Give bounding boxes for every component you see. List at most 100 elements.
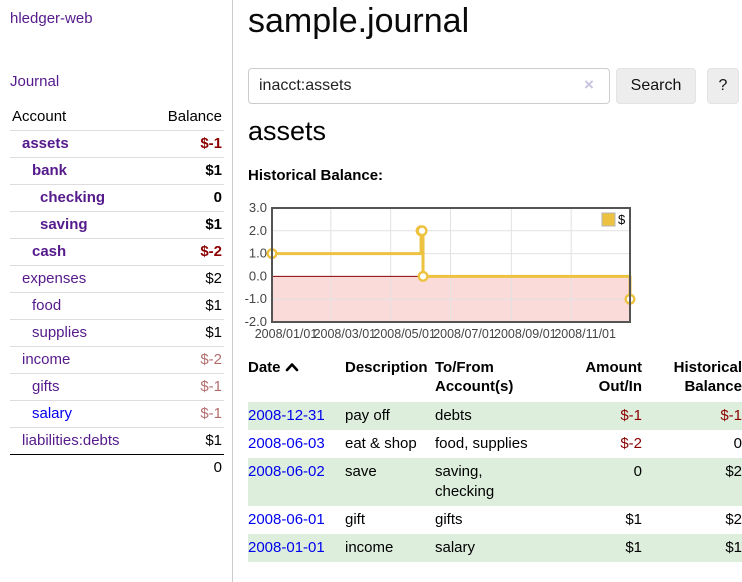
- transaction-balance: $2: [642, 458, 742, 506]
- accounts-total-row: 0: [10, 455, 224, 482]
- amount-header-line1: Amount: [585, 359, 642, 376]
- account-row-liabilities-debts: liabilities:debts $1: [10, 427, 224, 455]
- transaction-row: 2008-12-31 pay off debts $-1 $-1: [248, 402, 742, 430]
- account-row-cash: cash $-2: [10, 238, 224, 266]
- account-row-bank: bank $1: [10, 157, 224, 185]
- transaction-date-link[interactable]: 2008-06-03: [248, 435, 325, 452]
- sort-ascending-icon: [285, 358, 299, 377]
- date-column-header[interactable]: Date: [248, 358, 345, 402]
- description-column-header: Description: [345, 359, 428, 376]
- transaction-amount: $1: [625, 511, 642, 528]
- transaction-description: pay off: [345, 402, 435, 430]
- transactions-header-row: Date Description To/From Account(s) Amou…: [248, 358, 742, 402]
- historical-header-line2: Balance: [684, 378, 742, 395]
- y-axis-tick-label: 2.0: [249, 223, 267, 238]
- transaction-balance: $2: [725, 511, 742, 528]
- transaction-date-link[interactable]: 2008-12-31: [248, 407, 325, 424]
- account-balance: $1: [149, 319, 224, 347]
- account-link-saving[interactable]: saving: [40, 216, 88, 233]
- search-button[interactable]: Search: [616, 68, 696, 104]
- main-content: sample.journal × Search ? assets Histori…: [245, 0, 742, 582]
- y-axis-tick-label: 1.0: [249, 246, 267, 261]
- account-row-checking: checking 0: [10, 184, 224, 212]
- account-link-expenses[interactable]: expenses: [22, 270, 87, 287]
- transaction-amount: $-2: [620, 435, 642, 452]
- transaction-accounts: debts: [435, 402, 560, 430]
- account-link-food[interactable]: food: [32, 297, 62, 314]
- clear-search-icon[interactable]: ×: [584, 75, 594, 94]
- date-header-label: Date: [248, 359, 281, 376]
- y-axis-tick-label: 3.0: [249, 200, 267, 215]
- transaction-date-link[interactable]: 2008-06-01: [248, 511, 325, 528]
- transaction-description: eat & shop: [345, 435, 417, 452]
- transaction-amount: 0: [560, 458, 642, 506]
- plot-border: [271, 207, 631, 323]
- transaction-description: gift: [345, 511, 366, 528]
- legend-label: $: [618, 212, 626, 227]
- data-point-marker: [417, 270, 429, 282]
- transaction-accounts: food, supplies: [435, 435, 528, 452]
- historical-header-line1: Historical: [673, 359, 742, 376]
- account-link-supplies[interactable]: supplies: [32, 324, 88, 341]
- accounts-total-value: 0: [213, 459, 222, 476]
- account-link-checking[interactable]: checking: [40, 189, 106, 206]
- account-row-gifts: gifts $-1: [10, 373, 224, 401]
- amount-header-line2: Out/In: [598, 378, 642, 395]
- account-link-gifts[interactable]: gifts: [32, 378, 60, 395]
- transaction-row: 2008-06-03 eat & shop food, supplies $-2…: [248, 430, 742, 458]
- transaction-balance: $1: [642, 534, 742, 562]
- transaction-amount: $1: [560, 534, 642, 562]
- account-row-saving: saving $1: [10, 211, 224, 239]
- transaction-date-link[interactable]: 2008-01-01: [248, 539, 325, 556]
- tofrom-header-line2: Account(s): [435, 378, 514, 395]
- account-link-income[interactable]: income: [22, 351, 71, 368]
- account-row-assets: assets $-1: [10, 130, 224, 158]
- account-link-bank[interactable]: bank: [32, 162, 68, 179]
- amount-column-header: Amount Out/In: [560, 358, 642, 402]
- transaction-row: 2008-06-01 gift gifts $1 $2: [248, 506, 742, 534]
- y-axis-tick-label: -2.0: [245, 314, 267, 329]
- legend-swatch: [601, 212, 616, 227]
- account-balance: $-2: [149, 346, 224, 374]
- account-balance: $2: [149, 265, 224, 293]
- search-form: × Search ?: [248, 68, 742, 104]
- tofrom-header-line1: To/From: [435, 359, 494, 376]
- account-link-salary[interactable]: salary: [32, 405, 73, 422]
- account-column-header: Account: [10, 104, 150, 131]
- transaction-balance: 0: [733, 435, 742, 452]
- historical-balance-column-header: Historical Balance: [642, 358, 742, 402]
- transaction-accounts: gifts: [435, 511, 463, 528]
- account-link-liabilities-debts[interactable]: liabilities:debts: [22, 432, 120, 449]
- page-title: sample.journal: [248, 2, 470, 40]
- transaction-date-link[interactable]: 2008-06-02: [248, 463, 325, 480]
- transaction-accounts: saving, checking: [435, 458, 560, 506]
- account-balance: $1: [149, 292, 224, 320]
- y-axis-tick-label: -1.0: [245, 291, 267, 306]
- tofrom-column-header: To/From Account(s): [435, 358, 560, 402]
- balance-column-header: Balance: [149, 104, 224, 131]
- x-axis-tick-label: 2008/09/01: [494, 327, 557, 341]
- account-link-cash[interactable]: cash: [32, 243, 67, 260]
- transaction-row: 2008-01-01 income salary $1 $1: [248, 534, 742, 562]
- transactions-table: Date Description To/From Account(s) Amou…: [248, 358, 742, 562]
- historical-balance-chart[interactable]: $3.0 2.0 1.0 0.0 -1.0 -2.0 2008/01/01 2008/03/0…: [234, 200, 674, 352]
- brand-link[interactable]: hledger-web: [10, 10, 93, 27]
- sidebar-item-journal[interactable]: Journal: [10, 73, 60, 90]
- x-axis-tick-label: 2008/11/01: [554, 327, 616, 341]
- search-input[interactable]: [248, 68, 610, 104]
- account-row-salary: salary $-1: [10, 400, 224, 428]
- x-axis-tick-label: 2008/03/01: [314, 327, 377, 341]
- transaction-balance: $-1: [642, 402, 742, 430]
- account-row-supplies: supplies $1: [10, 319, 224, 347]
- accounts-table: Account Balance assets $-1 bank $1 check…: [10, 104, 224, 481]
- accounts-header-row: Account Balance: [10, 104, 224, 131]
- account-balance: $-1: [149, 130, 224, 158]
- transaction-row: 2008-06-02 save saving, checking 0 $2: [248, 458, 742, 506]
- account-balance: $-1: [149, 373, 224, 401]
- transaction-amount: $-1: [560, 402, 642, 430]
- register-account-heading: assets: [248, 116, 327, 146]
- account-link-assets[interactable]: assets: [22, 135, 69, 152]
- help-button[interactable]: ?: [707, 68, 739, 104]
- chart-svg: $3.0 2.0 1.0 0.0 -1.0 -2.02008/01/012008/03/0…: [245, 200, 636, 341]
